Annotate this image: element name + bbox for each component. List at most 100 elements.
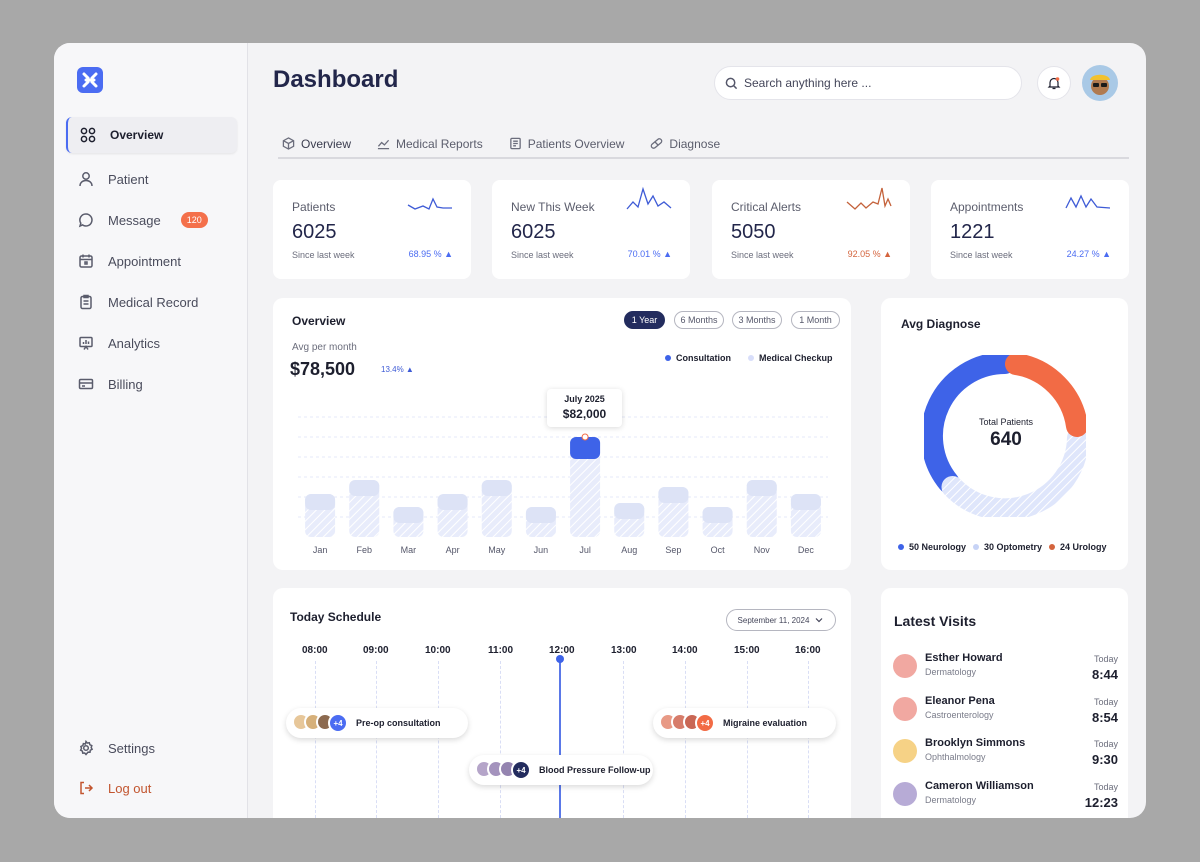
filter-1-month[interactable]: 1 Month [791, 311, 840, 329]
sidebar-item-label: Message [108, 212, 161, 228]
tab-patients-overview[interactable]: Patients Overview [505, 135, 629, 157]
x-tick-label: Jan [313, 545, 328, 555]
legend-urology: 24 Urology [1049, 542, 1107, 552]
legend-medical-checkup: Medical Checkup [748, 353, 833, 363]
bar-cap-sep [658, 487, 689, 503]
tab-medical-reports[interactable]: Medical Reports [373, 135, 487, 157]
donut-segment-urology [1005, 355, 1086, 437]
search-input[interactable]: Search anything here ... [714, 66, 1022, 100]
bar-highlight-marker [581, 433, 589, 441]
avg-label: Avg per month [292, 342, 357, 353]
visit-item[interactable]: Esther Howard Dermatology Today 8:44 [893, 646, 1118, 688]
event-blood-pressure-follow-up[interactable]: +4 Blood Pressure Follow-up [469, 755, 653, 785]
x-tick-label: Nov [754, 545, 771, 555]
diagnose-legend: 50 Neurology 30 Optometry 24 Urology [898, 542, 1107, 552]
stat-card-critical-alerts: Critical Alerts 5050 Since last week 92.… [712, 180, 910, 279]
visit-item[interactable]: Brooklyn Simmons Ophthalmology Today 9:3… [893, 731, 1118, 773]
visit-name: Eleanor Pena [925, 695, 995, 707]
time-label: 13:00 [611, 645, 637, 656]
time-gridline [315, 661, 316, 818]
time-gridline [376, 661, 377, 818]
stat-change: 68.95 % ▲ [408, 249, 453, 259]
stat-card-appointments: Appointments 1221 Since last week 24.27 … [931, 180, 1129, 279]
visit-item[interactable]: Cameron Williamson Dermatology Today 12:… [893, 774, 1118, 816]
notification-button[interactable] [1037, 66, 1071, 100]
tooltip-title: July 2025 [564, 394, 605, 404]
app-logo-icon[interactable] [77, 67, 103, 93]
credit-card-icon [78, 378, 94, 390]
time-gridline [438, 661, 439, 818]
user-avatar[interactable] [1082, 65, 1118, 101]
stat-card-patients: Patients 6025 Since last week 68.95 % ▲ [273, 180, 471, 279]
time-label: 11:00 [488, 645, 514, 656]
sidebar-item-appointment[interactable]: Appointment [66, 243, 237, 279]
current-time-marker [556, 655, 564, 663]
tab-overview[interactable]: Overview [278, 135, 355, 157]
legend-dot [748, 355, 754, 361]
logout-label: Log out [108, 780, 152, 796]
stat-since: Since last week [511, 250, 574, 260]
tab-label: Overview [301, 136, 352, 151]
visit-day: Today [1093, 782, 1118, 792]
event-migraine-evaluation[interactable]: +4 Migraine evaluation [653, 708, 836, 738]
visit-item[interactable]: Eleanor Pena Castroenterology Today 8:54 [893, 689, 1118, 731]
logout-button[interactable]: Log out [66, 770, 237, 806]
chart-tooltip: July 2025 $82,000 [547, 389, 622, 427]
sidebar-item-medical-record[interactable]: Medical Record [66, 284, 237, 320]
x-tick-label: Mar [401, 545, 417, 555]
sidebar-item-label: Billing [108, 376, 143, 392]
donut-center-value: 640 [990, 429, 1022, 450]
x-tick-label: Sep [665, 545, 681, 555]
filter-6-months[interactable]: 6 Months [674, 311, 724, 329]
filter-1-year[interactable]: 1 Year [624, 311, 665, 329]
pill-icon [651, 138, 663, 149]
user-icon [79, 172, 93, 187]
bar-highlight-jul[interactable] [570, 437, 601, 459]
event-pre-op-consultation[interactable]: +4 Pre-op consultation [286, 708, 468, 738]
sidebar-item-overview[interactable]: Overview [66, 117, 237, 153]
tab-label: Medical Reports [396, 136, 483, 151]
filter-3-months[interactable]: 3 Months [732, 311, 782, 329]
search-placeholder: Search anything here ... [744, 76, 872, 90]
donut-center-label: Total Patients [978, 417, 1034, 427]
sidebar-item-message[interactable]: Message 120 [66, 202, 237, 238]
legend-label: 30 Optometry [984, 542, 1043, 552]
sidebar-item-settings[interactable]: Settings [66, 730, 237, 766]
current-time-line [559, 660, 561, 818]
sidebar: Overview Patient Message 120 Appointment… [54, 43, 248, 818]
tab-bar: Overview Medical Reports Patients Overvi… [278, 135, 1129, 159]
line-chart-icon [377, 139, 390, 150]
x-tick-label: Aug [621, 545, 637, 555]
stat-since: Since last week [950, 250, 1013, 260]
bar-jul[interactable] [570, 437, 601, 537]
bar-cap-jun [525, 507, 556, 523]
attendee-avatars: +4 [292, 713, 348, 733]
avatar [893, 739, 917, 763]
sidebar-item-patient[interactable]: Patient [66, 161, 237, 197]
avatar [893, 782, 917, 806]
sidebar-item-label: Medical Record [108, 294, 199, 310]
visit-time: 12:23 [1084, 795, 1118, 810]
sidebar-item-billing[interactable]: Billing [66, 366, 237, 402]
bar-cap-feb [349, 480, 380, 496]
tab-diagnose[interactable]: Diagnose [646, 135, 724, 157]
sparkline-icon [626, 186, 672, 210]
logout-icon [80, 781, 94, 795]
sidebar-item-analytics[interactable]: Analytics [66, 325, 237, 361]
time-label: 15:00 [734, 645, 760, 656]
time-gridline [500, 661, 501, 818]
legend-label: 24 Urology [1060, 542, 1107, 552]
analytics-icon [79, 336, 93, 350]
stat-label: Patients [292, 200, 336, 214]
stat-label: Appointments [950, 200, 1024, 214]
sidebar-item-label: Overview [110, 128, 164, 142]
x-tick-label: Jul [579, 545, 591, 555]
date-picker[interactable]: September 11, 2024 [726, 609, 836, 631]
schedule-title: Today Schedule [290, 610, 382, 624]
donut-segment-neurology [924, 355, 1016, 494]
sidebar-item-label: Settings [108, 740, 155, 756]
visit-time: 8:44 [1091, 667, 1118, 682]
tab-label: Patients Overview [527, 136, 625, 151]
x-tick-label: Feb [356, 545, 372, 555]
legend-dot [898, 544, 904, 550]
